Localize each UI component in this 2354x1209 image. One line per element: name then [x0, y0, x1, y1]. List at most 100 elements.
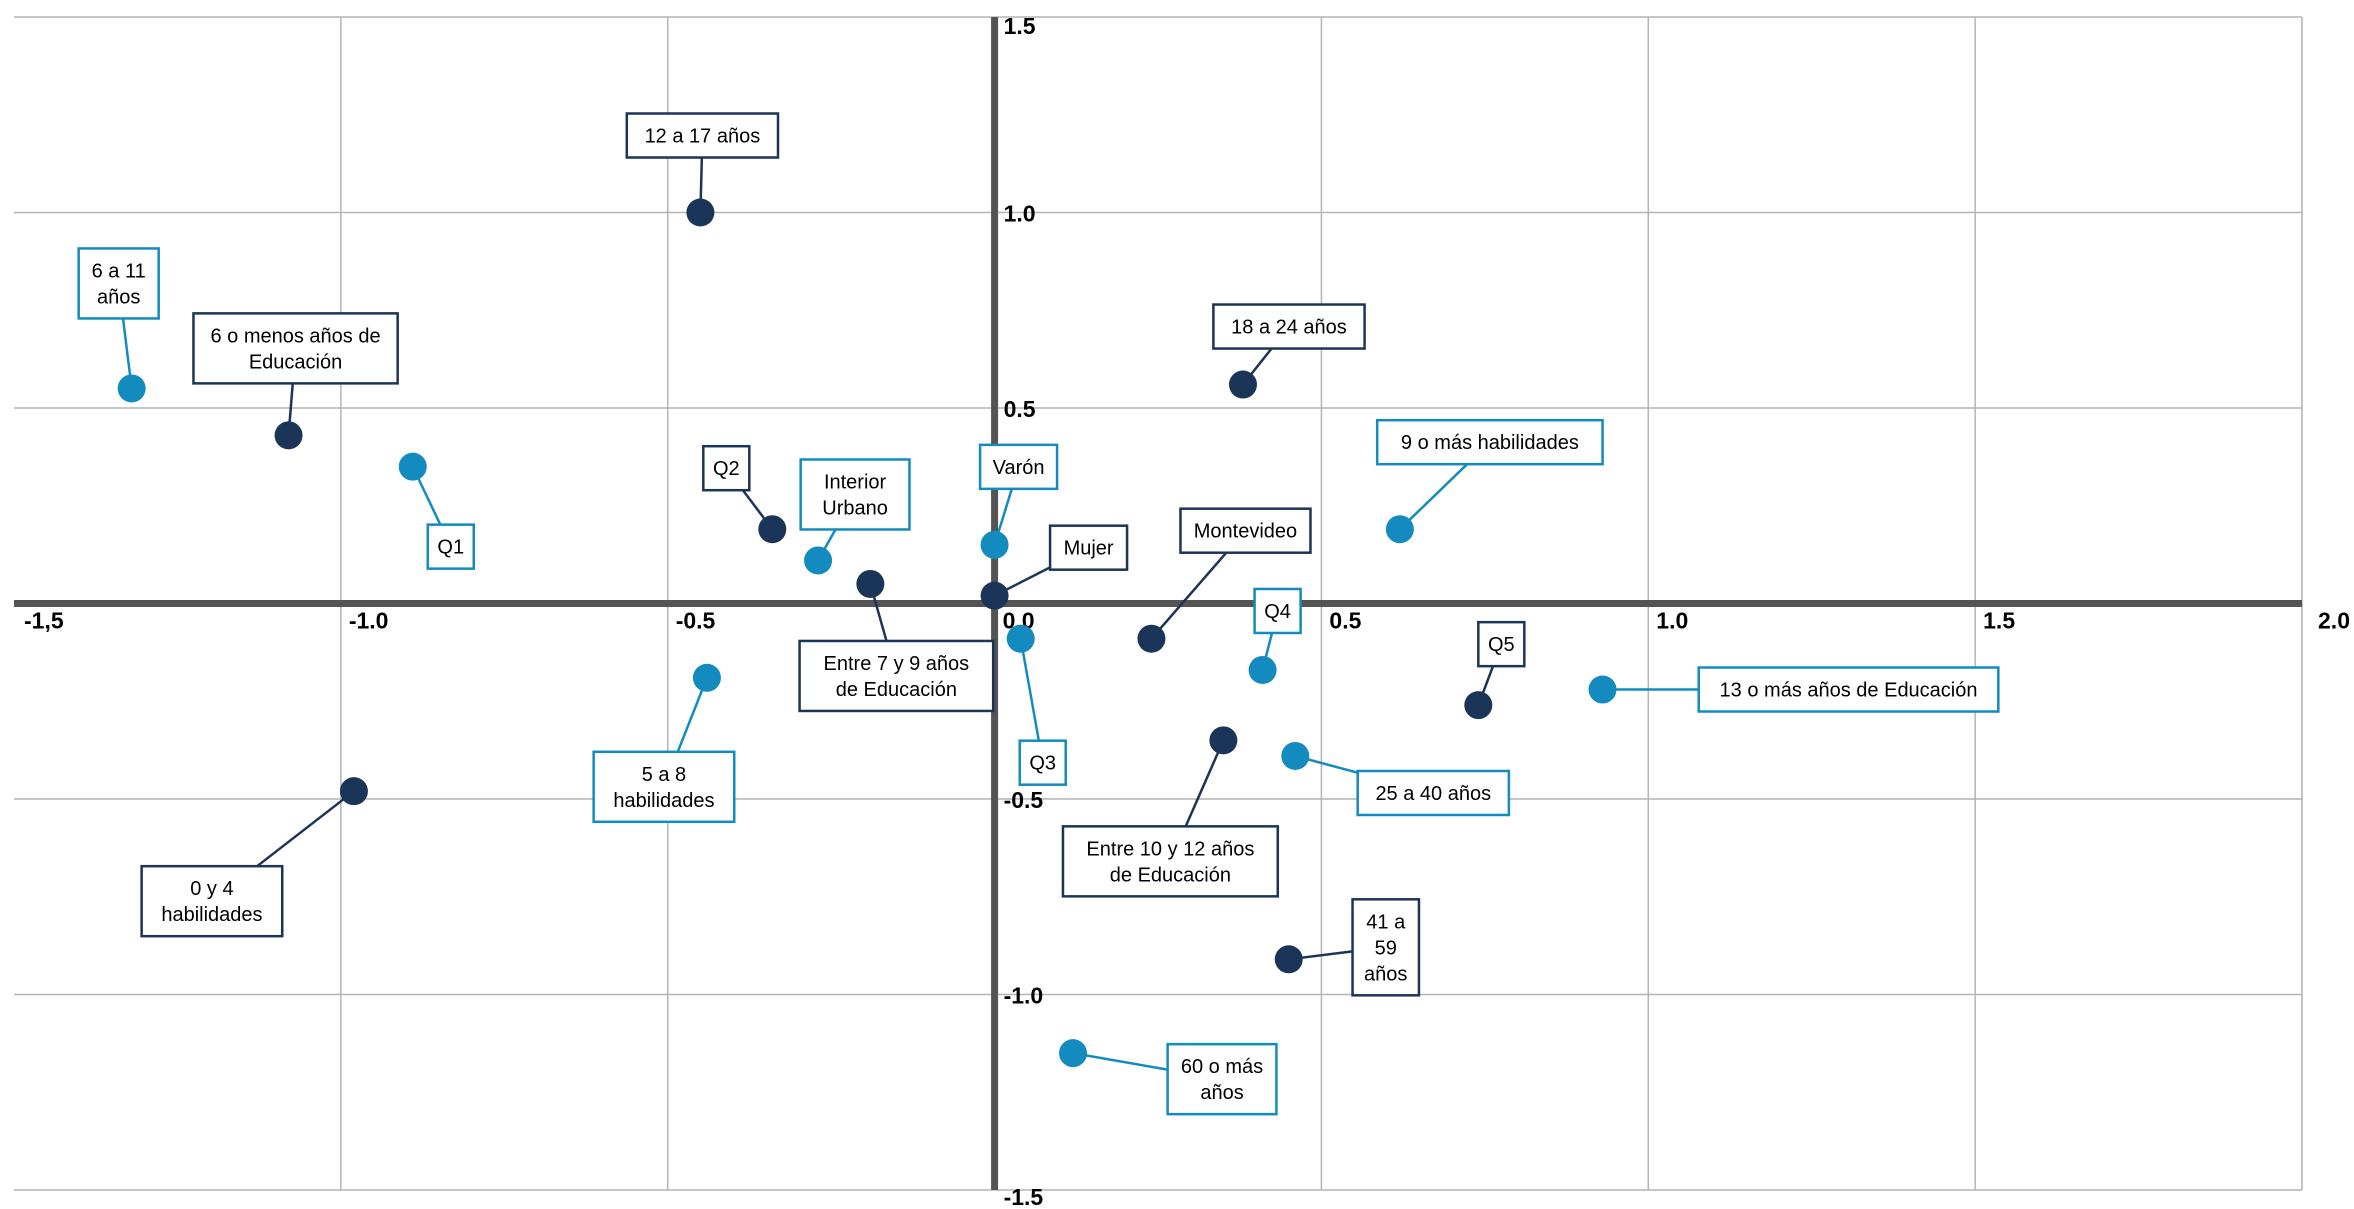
- label-text: Entre 7 y 9 años: [824, 653, 970, 675]
- label-text: habilidades: [613, 790, 714, 812]
- leader-line: [1072, 1051, 1168, 1071]
- label-box: [798, 639, 995, 713]
- label-text: 6 a 11: [92, 260, 146, 282]
- y-tick-label: 1.5: [1004, 13, 1036, 39]
- y-tick-label: 0.5: [1004, 396, 1036, 422]
- label-box: [978, 443, 1059, 491]
- x-tick-label: -1.0: [349, 608, 389, 634]
- label-box: [1356, 769, 1511, 817]
- y-tick-label: -1.5: [1004, 1184, 1044, 1209]
- point-label: Q3: [1018, 739, 1067, 786]
- leader-line: [1399, 463, 1468, 531]
- label-text: Q1: [437, 537, 464, 559]
- leader-line: [1019, 638, 1041, 741]
- data-point: [1006, 624, 1035, 653]
- label-text: de Educación: [836, 679, 957, 701]
- label-text: 12 a 17 años: [645, 126, 761, 148]
- label-box: [1375, 418, 1604, 466]
- tick-labels: -1,5 -1.0 -0.5 0.0 0.5 1.0 1.5 2.01.51.00.5-0.5…: [24, 13, 2350, 1209]
- label-text: Q4: [1264, 601, 1291, 623]
- point-label: Montevideo: [1179, 507, 1312, 554]
- label-box: [426, 523, 476, 570]
- label-text: Q3: [1029, 753, 1056, 775]
- point-label: Mujer: [1048, 524, 1129, 571]
- y-tick-label: -1.0: [1004, 983, 1044, 1009]
- point-label: 25 a 40 años: [1356, 769, 1511, 817]
- point-label: Entre 7 y 9 años de Educación: [798, 639, 995, 713]
- point-label: Q4: [1253, 587, 1302, 635]
- point-label: Q2: [702, 444, 751, 492]
- label-box: [1166, 1042, 1278, 1116]
- data-point: [1464, 691, 1493, 720]
- label-box: [1212, 303, 1366, 350]
- point-label: 60 o más años: [1166, 1042, 1278, 1116]
- label-box: [1018, 739, 1067, 786]
- data-point: [274, 421, 303, 450]
- x-tick-label: 2.0: [2318, 608, 2350, 634]
- label-box: [592, 750, 736, 824]
- label-text: Varón: [993, 457, 1045, 479]
- point-label: 6 o menos años de Educación: [192, 312, 399, 385]
- label-box: [140, 864, 284, 938]
- data-point: [980, 581, 1009, 610]
- data-point: [804, 546, 833, 575]
- label-box: [1061, 825, 1280, 898]
- label-text: 13 o más años de Educación: [1720, 680, 1978, 702]
- point-label: Q1: [426, 523, 476, 570]
- point-label: Entre 10 y 12 años de Educación: [1061, 825, 1280, 898]
- data-point: [758, 515, 787, 544]
- data-point: [1137, 624, 1166, 653]
- axes: [14, 17, 2302, 1190]
- data-point: [686, 198, 715, 227]
- label-box: [1179, 507, 1312, 554]
- x-tick-label: -0.5: [676, 608, 716, 634]
- y-tick-label: -0.5: [1004, 787, 1044, 813]
- label-text: 0 y 4: [190, 878, 233, 900]
- leader-line: [1184, 739, 1225, 827]
- label-text: 9 o más habilidades: [1401, 432, 1579, 454]
- data-point: [1588, 675, 1617, 704]
- label-text: 41 a: [1366, 911, 1406, 933]
- data-point: [1059, 1039, 1088, 1068]
- point-label: Varón: [978, 443, 1059, 491]
- label-text: 6 o menos años de: [210, 325, 380, 347]
- point-label: 5 a 8 habilidades: [592, 750, 736, 824]
- point-label: Q5: [1477, 620, 1526, 668]
- label-text: años: [97, 286, 140, 308]
- label-box: [1697, 666, 2000, 713]
- data-point: [1228, 370, 1257, 399]
- data-point: [1209, 726, 1238, 755]
- label-text: 5 a 8: [642, 764, 686, 786]
- label-box: [799, 458, 911, 531]
- point-label: 12 a 17 años: [625, 112, 780, 159]
- x-tick-label: 0.5: [1329, 608, 1361, 634]
- data-point: [398, 452, 427, 481]
- point-label: 13 o más años de Educación: [1697, 666, 2000, 713]
- label-text: 18 a 24 años: [1231, 317, 1347, 339]
- label-text: Interior: [824, 471, 887, 493]
- label-text: Montevideo: [1194, 521, 1297, 543]
- label-box: [192, 312, 399, 385]
- label-text: Q2: [713, 458, 740, 480]
- label-box: [1048, 524, 1129, 571]
- label-text: 60 o más: [1181, 1056, 1263, 1078]
- label-text: habilidades: [161, 904, 262, 926]
- data-point: [856, 569, 885, 598]
- data-point: [339, 777, 368, 806]
- data-points: [117, 198, 1617, 1068]
- label-text: años: [1200, 1082, 1243, 1104]
- label-text: Q5: [1488, 634, 1515, 656]
- y-tick-label: 1.0: [1004, 201, 1036, 227]
- data-point: [1274, 945, 1303, 974]
- label-text: Entre 10 y 12 años: [1086, 838, 1254, 860]
- leader-line: [1150, 551, 1228, 640]
- data-point: [117, 374, 146, 403]
- data-point: [1281, 741, 1310, 770]
- label-text: Educación: [249, 351, 342, 373]
- data-point: [1248, 655, 1277, 684]
- leader-line: [256, 790, 355, 868]
- label-text: de Educación: [1110, 864, 1231, 886]
- point-label: 41 a 59 años: [1351, 898, 1421, 997]
- data-point: [980, 530, 1009, 559]
